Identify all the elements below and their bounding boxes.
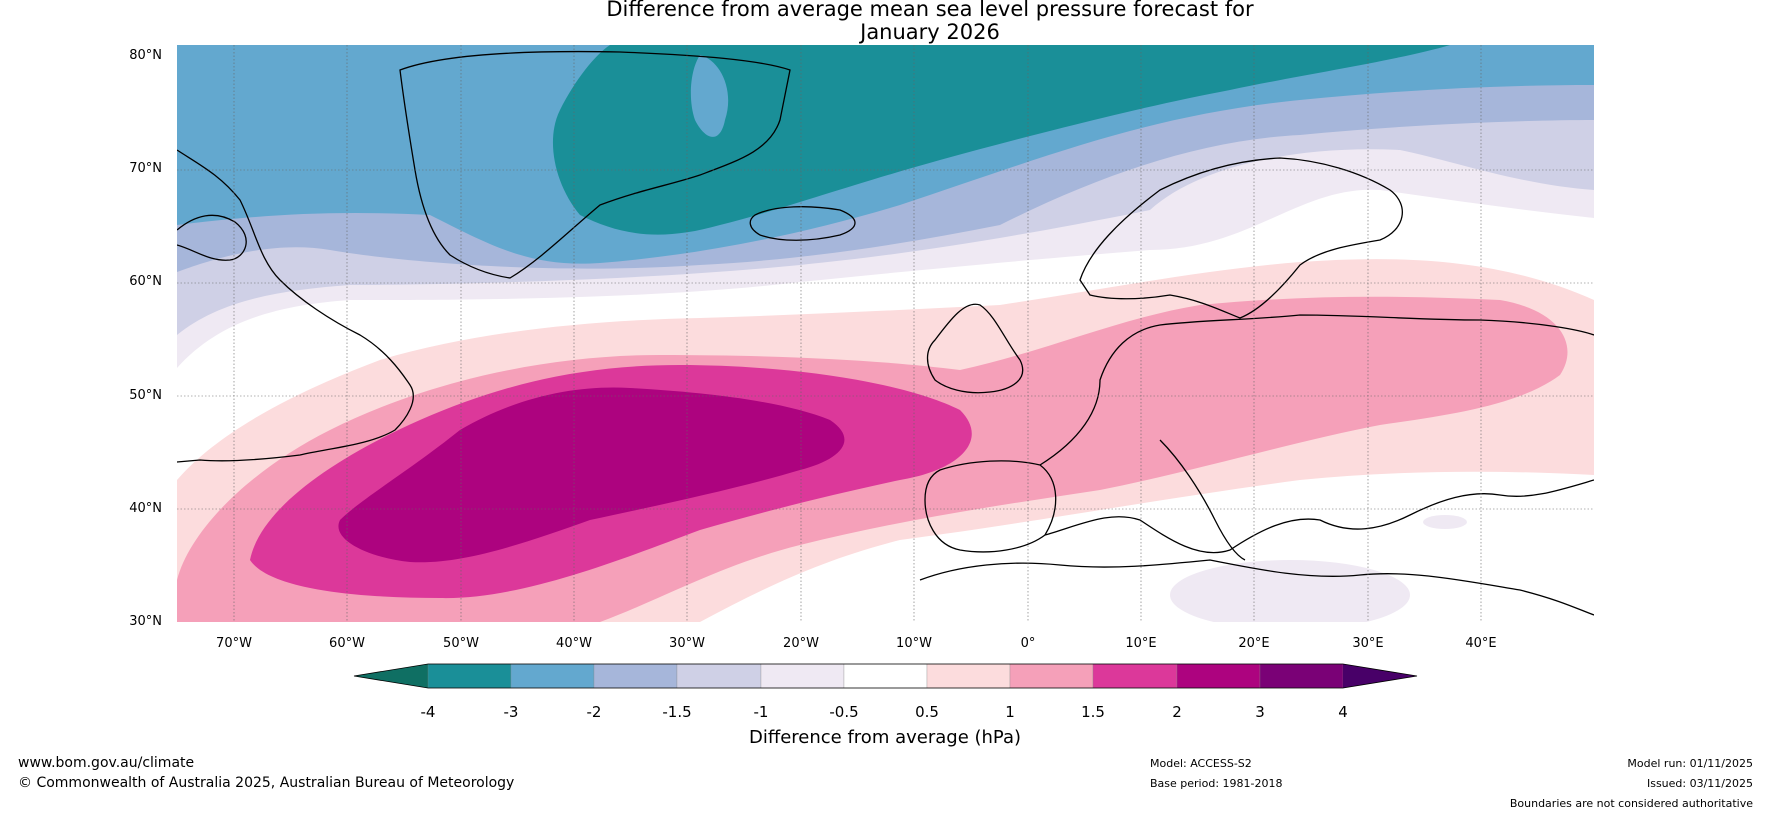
colorbar-tick: 1: [1005, 703, 1015, 721]
coast-north-america: [177, 149, 414, 463]
lon-label: 30°W: [669, 636, 705, 651]
colorbar-tick: 3: [1255, 703, 1265, 721]
colorbar-segment: [1009, 663, 1094, 689]
lon-label: 10°E: [1125, 636, 1157, 651]
colorbar-label: Difference from average (hPa): [748, 727, 1022, 748]
colorbar-tick: -3: [503, 703, 519, 721]
title-line-2: January 2026: [860, 20, 1000, 44]
website-link[interactable]: www.bom.gov.au/climate: [18, 755, 195, 771]
lon-label: 20°E: [1238, 636, 1270, 651]
colorbar: [353, 663, 1418, 689]
lon-label: 40°E: [1465, 636, 1497, 651]
copyright-text: © Commonwealth of Australia 2025, Austra…: [18, 775, 515, 791]
colorbar-segment: [593, 663, 678, 689]
colorbar-segment: [926, 663, 1011, 689]
model-text: Model: ACCESS-S2: [1150, 757, 1252, 770]
disclaimer-text: Boundaries are not considered authoritat…: [1509, 797, 1753, 810]
coast-iceland: [749, 206, 856, 241]
coastlines: [177, 50, 1594, 616]
lat-label: 30°N: [129, 614, 162, 629]
colorbar-segment: [760, 663, 845, 689]
colorbar-segment: [510, 663, 595, 689]
lon-label: 20°W: [783, 636, 819, 651]
lat-label: 60°N: [129, 274, 162, 289]
lon-label: 60°W: [329, 636, 365, 651]
issued-text: Issued: 03/11/2025: [1646, 777, 1753, 790]
anomaly-neg-patch-1: [1170, 560, 1410, 622]
colorbar-segment: [427, 663, 512, 689]
colorbar-tick: 0.5: [915, 703, 939, 721]
lat-label: 70°N: [129, 161, 162, 176]
title-line-1: Difference from average mean sea level p…: [606, 0, 1254, 21]
colorbar-tick: -0.5: [829, 703, 859, 721]
colorbar-arrow-low: [354, 664, 428, 688]
colorbar-segment: [1092, 663, 1178, 689]
colorbar-tick: -1: [753, 703, 769, 721]
colorbar-tick: -1.5: [662, 703, 692, 721]
lon-label: 40°W: [556, 636, 592, 651]
colorbar-tick: -2: [586, 703, 602, 721]
coast-north-africa: [919, 559, 1594, 616]
lon-label: 30°E: [1352, 636, 1384, 651]
lon-label: 0°: [1020, 636, 1036, 651]
coast-mediterranean: [1044, 479, 1594, 554]
anomaly-neg-patch-2: [1423, 515, 1467, 529]
colorbar-tick: 4: [1338, 703, 1348, 721]
base-period-text: Base period: 1981-2018: [1150, 777, 1283, 790]
coast-iberia: [924, 460, 1057, 553]
lon-label: 70°W: [216, 636, 252, 651]
colorbar-tick: 2: [1172, 703, 1182, 721]
colorbar-segment: [676, 663, 762, 689]
coast-europe-mainland: [1039, 314, 1594, 466]
model-run-text: Model run: 01/11/2025: [1627, 757, 1753, 770]
coast-canada-islands: [177, 214, 247, 261]
anomaly-neg-4-hole: [690, 55, 729, 137]
coast-british-isles: [926, 303, 1024, 394]
coast-greenland: [399, 50, 791, 279]
lon-label: 10°W: [896, 636, 932, 651]
coast-scandinavia: [1079, 157, 1403, 319]
lat-label: 50°N: [129, 388, 162, 403]
colorbar-arrow-high: [1343, 664, 1417, 688]
colorbar-segment: [1176, 663, 1261, 689]
lat-label: 80°N: [129, 48, 162, 63]
lon-label: 50°W: [443, 636, 479, 651]
colorbar-segment: [1259, 663, 1344, 689]
colorbar-tick: 1.5: [1081, 703, 1105, 721]
anomaly-pos-2: [338, 387, 845, 563]
gridlines: [177, 45, 1594, 622]
lat-label: 40°N: [129, 501, 162, 516]
colorbar-outline: [353, 663, 1418, 689]
anomaly-neg-4: [552, 45, 1450, 235]
map-area: [177, 45, 1594, 622]
colorbar-segment: [843, 663, 928, 689]
map-title: Difference from average mean sea level p…: [0, 0, 1770, 44]
coast-italy: [1159, 439, 1246, 561]
colorbar-tick: -4: [420, 703, 436, 721]
